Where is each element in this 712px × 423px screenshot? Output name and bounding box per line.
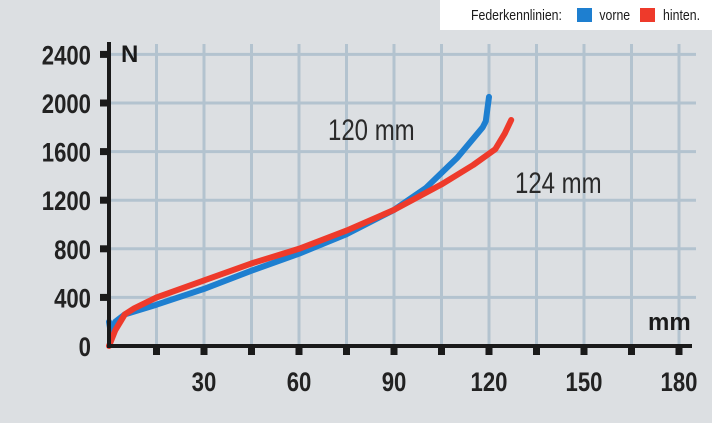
- y-tick-label: 1600: [42, 139, 91, 169]
- y-tick-label: 400: [54, 284, 91, 314]
- annotation-vorne: 120 mm: [328, 112, 415, 146]
- y-tick-label: 2400: [42, 41, 91, 71]
- y-tick-mark: [100, 293, 109, 301]
- axes: [100, 42, 692, 355]
- legend-label-hinten: hinten.: [663, 6, 700, 24]
- series-line-hinten: [106, 117, 515, 349]
- y-tick-mark: [100, 99, 109, 107]
- y-axis-unit-label: N: [121, 41, 138, 68]
- y-tick-label: 800: [54, 236, 91, 266]
- x-tick-label: 60: [287, 368, 312, 398]
- y-tick-label: 0: [79, 333, 91, 363]
- x-tick-mark: [580, 346, 588, 355]
- x-tick-mark: [248, 346, 255, 355]
- legend-label-vorne: vorne: [599, 6, 631, 24]
- x-tick-mark: [153, 346, 160, 355]
- y-tick-mark: [100, 50, 109, 58]
- y-tick-label: 1200: [42, 187, 91, 217]
- x-tick-mark: [533, 346, 540, 355]
- y-tick-label: 2000: [42, 90, 91, 120]
- legend-swatch-hinten: [639, 8, 655, 22]
- tick-labels: 30 60 90 120 150 180 0 400 800 1200 1600 2000 2400: [42, 41, 698, 397]
- x-tick-label: 150: [566, 368, 603, 398]
- x-tick-mark: [390, 346, 398, 355]
- x-tick-mark: [628, 346, 635, 355]
- data-series: [106, 93, 515, 349]
- x-tick-label: 180: [661, 368, 698, 398]
- x-tick-mark: [343, 346, 350, 355]
- x-axis-unit-label: mm: [648, 309, 691, 336]
- x-tick-mark: [485, 346, 493, 355]
- x-tick-mark: [200, 346, 208, 355]
- y-tick-mark: [100, 196, 109, 204]
- annotation-hinten: 124 mm: [515, 165, 602, 199]
- grid-lines: [109, 44, 696, 346]
- x-tick-mark: [295, 346, 303, 355]
- x-tick-label: 30: [192, 368, 217, 398]
- legend-swatch-vorne: [577, 8, 593, 22]
- y-tick-mark: [100, 148, 109, 156]
- x-tick-mark: [675, 346, 683, 355]
- legend-title: Federkennlinien:: [470, 6, 562, 24]
- x-tick-label: 120: [471, 368, 508, 398]
- legend: Federkennlinien: vorne hinten.: [440, 0, 712, 30]
- x-tick-mark: [438, 346, 445, 355]
- y-tick-mark: [100, 245, 109, 253]
- x-tick-label: 90: [382, 368, 407, 398]
